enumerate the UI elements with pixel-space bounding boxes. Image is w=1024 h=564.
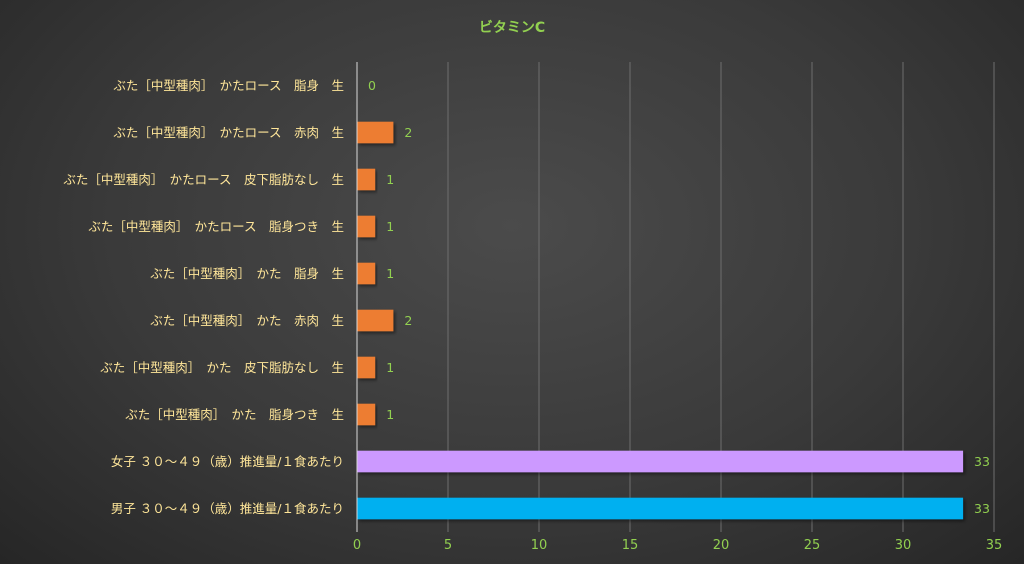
category-labels: ぶた［中型種肉］ かたロース 脂身 生ぶた［中型種肉］ かたロース 赤肉 生ぶた… xyxy=(63,78,344,516)
bar-9 xyxy=(357,497,964,520)
bar-1 xyxy=(357,121,394,144)
value-label-9: 33 xyxy=(974,501,990,516)
gridlines xyxy=(447,62,995,532)
value-label-6: 1 xyxy=(386,360,394,375)
x-tick-label-15: 15 xyxy=(622,538,639,553)
bar-6 xyxy=(357,356,376,379)
bar-2 xyxy=(357,168,376,191)
bar-8 xyxy=(357,450,964,473)
x-tick-label-35: 35 xyxy=(986,538,1003,553)
value-label-3: 1 xyxy=(386,219,394,234)
x-tick-label-25: 25 xyxy=(804,538,821,553)
value-label-5: 2 xyxy=(404,313,412,328)
chart-title: ビタミンC xyxy=(479,20,545,36)
bar-7 xyxy=(357,403,376,426)
category-label-6: ぶた［中型種肉］ かた 皮下脂肪なし 生 xyxy=(100,360,344,375)
value-labels: 0 2 1 1 1 2 1 1 33 33 xyxy=(368,78,990,516)
value-label-7: 1 xyxy=(386,407,394,422)
value-label-2: 1 xyxy=(386,172,394,187)
bar-5 xyxy=(357,309,394,332)
bars xyxy=(357,121,964,520)
value-label-4: 1 xyxy=(386,266,394,281)
category-label-1: ぶた［中型種肉］ かたロース 赤肉 生 xyxy=(113,125,344,140)
category-label-4: ぶた［中型種肉］ かた 脂身 生 xyxy=(150,266,344,281)
value-label-1: 2 xyxy=(404,125,412,140)
value-label-0: 0 xyxy=(368,78,376,93)
x-tick-label-0: 0 xyxy=(353,538,361,553)
category-label-5: ぶた［中型種肉］ かた 赤肉 生 xyxy=(150,313,344,328)
category-label-7: ぶた［中型種肉］ かた 脂身つき 生 xyxy=(125,407,344,422)
bar-3 xyxy=(357,215,376,238)
bar-4 xyxy=(357,262,376,285)
x-tick-label-30: 30 xyxy=(895,538,912,553)
category-label-8: 女子 ３０～４９（歳）推進量/１食あたり xyxy=(111,454,344,469)
category-label-2: ぶた［中型種肉］ かたロース 皮下脂肪なし 生 xyxy=(63,172,344,187)
x-axis-tick-labels: 0 5 10 15 20 25 30 35 xyxy=(353,538,1002,553)
category-label-3: ぶた［中型種肉］ かたロース 脂身つき 生 xyxy=(88,219,344,234)
category-label-0: ぶた［中型種肉］ かたロース 脂身 生 xyxy=(113,78,344,93)
category-label-9: 男子 ３０～４９（歳）推進量/１食あたり xyxy=(111,501,344,516)
x-tick-label-5: 5 xyxy=(444,538,452,553)
value-label-8: 33 xyxy=(974,454,990,469)
x-tick-label-10: 10 xyxy=(531,538,548,553)
x-tick-label-20: 20 xyxy=(713,538,730,553)
